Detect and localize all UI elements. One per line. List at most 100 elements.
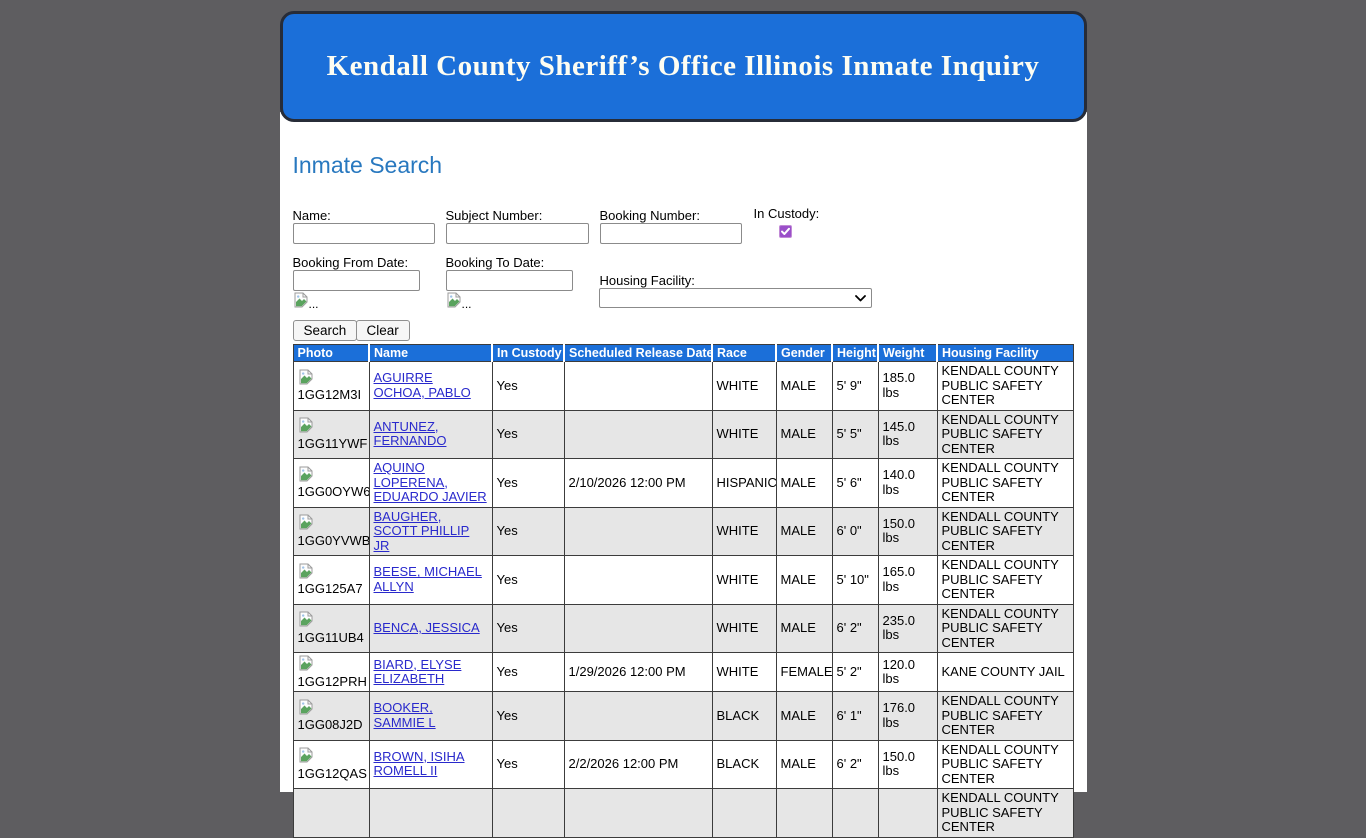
race-cell: BLACK <box>711 739 777 789</box>
race-cell: WHITE <box>711 409 777 459</box>
page-container: Kendall County Sheriff’s Office Illinois… <box>279 0 1087 838</box>
gender-cell: MALE <box>775 506 833 556</box>
table-row: 1GG12M3I AGUIRRE OCHOA, PABLO Yes WHITE … <box>292 361 1074 411</box>
table-row: 1GG12QAS BROWN, ISIHA ROMELL II Yes 2/2/… <box>292 739 1074 789</box>
gender-cell: MALE <box>775 555 833 605</box>
clear-button[interactable]: Clear <box>355 320 410 341</box>
site-banner: Kendall County Sheriff’s Office Illinois… <box>279 11 1087 122</box>
photo-cell <box>292 788 370 838</box>
photo-alt-text: 1GG125A7 <box>297 581 363 597</box>
booking-to-date-label: Booking To Date: <box>445 255 545 270</box>
photo-cell: 1GG08J2D <box>292 691 370 741</box>
weight-cell <box>877 788 938 838</box>
in-custody-checkbox[interactable] <box>778 225 792 238</box>
inmate-name-link[interactable]: BROWN, ISIHA ROMELL II <box>373 748 465 779</box>
inmate-table-body: 1GG12M3I AGUIRRE OCHOA, PABLO Yes WHITE … <box>292 361 1074 838</box>
booking-from-date-picker[interactable]: ... <box>293 292 319 311</box>
housing-facility-select[interactable] <box>598 288 872 308</box>
in-custody-cell <box>491 788 565 838</box>
in-custody-cell: Yes <box>491 361 565 411</box>
col-in-custody: In Custody <box>491 344 565 362</box>
inmate-name-link[interactable]: BIARD, ELYSE ELIZABETH <box>373 656 462 686</box>
release-date-cell <box>563 361 713 411</box>
broken-photo-icon <box>298 369 314 385</box>
housing-facility-label: Housing Facility: <box>599 273 695 288</box>
gender-cell: MALE <box>775 603 833 653</box>
col-weight: Weight <box>877 344 938 362</box>
weight-cell: 120.0 lbs <box>877 652 938 692</box>
photo-cell: 1GG11YWF <box>292 409 370 459</box>
housing-facility-cell: KENDALL COUNTY PUBLIC SAFETY CENTER <box>936 409 1074 459</box>
release-date-cell: 2/10/2026 12:00 PM <box>563 458 713 508</box>
photo-cell: 1GG0OYW6 <box>292 458 370 508</box>
booking-to-date-input[interactable] <box>445 270 573 291</box>
col-scheduled-release-date: Scheduled Release Date <box>563 344 713 362</box>
in-custody-cell: Yes <box>491 555 565 605</box>
height-cell: 5' 10" <box>831 555 879 605</box>
chevron-down-icon <box>854 294 866 301</box>
photo-cell: 1GG12M3I <box>292 361 370 411</box>
date-icon-alt-text: ... <box>461 297 472 311</box>
broken-calendar-icon <box>446 292 462 308</box>
page-title: Kendall County Sheriff’s Office Illinois… <box>326 50 1040 82</box>
broken-photo-icon <box>298 655 314 671</box>
table-row: 1GG11UB4 BENCA, JESSICA Yes WHITE MALE 6… <box>292 603 1074 653</box>
weight-cell: 185.0 lbs <box>877 361 938 411</box>
race-cell: WHITE <box>711 506 777 556</box>
release-date-cell <box>563 409 713 459</box>
gender-cell: MALE <box>775 409 833 459</box>
name-cell: BOOKER, SAMMIE L <box>368 691 493 741</box>
inmate-name-link[interactable]: ANTUNEZ, FERNANDO <box>373 418 447 449</box>
table-row: 1GG08J2D BOOKER, SAMMIE L Yes BLACK MALE… <box>292 691 1074 741</box>
table-header-row: Photo Name In Custody Scheduled Release … <box>292 344 1074 362</box>
search-button[interactable]: Search <box>292 320 358 341</box>
booking-from-date-input[interactable] <box>292 270 420 291</box>
race-cell: WHITE <box>711 603 777 653</box>
photo-cell: 1GG12QAS <box>292 739 370 789</box>
table-row: KENDALL COUNTY PUBLIC SAFETY CENTER <box>292 788 1074 838</box>
race-cell: HISPANIC <box>711 458 777 508</box>
col-photo: Photo <box>292 344 370 362</box>
height-cell: 6' 0" <box>831 506 879 556</box>
weight-cell: 165.0 lbs <box>877 555 938 605</box>
photo-alt-text: 1GG11UB4 <box>297 629 364 645</box>
inmate-name-link[interactable]: AGUIRRE OCHOA, PABLO <box>373 370 471 400</box>
inmate-name-link[interactable]: BAUGHER, SCOTT PHILLIP JR <box>373 508 470 553</box>
photo-cell: 1GG11UB4 <box>292 603 370 653</box>
release-date-cell: 1/29/2026 12:00 PM <box>563 652 713 692</box>
table-row: 1GG125A7 BEESE, MICHAEL ALLYN Yes WHITE … <box>292 555 1074 605</box>
inmate-name-link[interactable]: BEESE, MICHAEL ALLYN <box>373 564 482 594</box>
name-cell: BROWN, ISIHA ROMELL II <box>368 739 493 789</box>
inmate-name-link[interactable]: BENCA, JESSICA <box>373 620 480 635</box>
in-custody-cell: Yes <box>491 458 565 508</box>
broken-photo-icon <box>298 417 314 433</box>
photo-alt-text: 1GG12M3I <box>297 387 362 403</box>
photo-alt-text: 1GG0YVWB <box>297 532 369 548</box>
name-cell: BAUGHER, SCOTT PHILLIP JR <box>368 506 493 556</box>
name-input[interactable] <box>292 223 435 244</box>
race-cell: WHITE <box>711 652 777 692</box>
race-cell: BLACK <box>711 691 777 741</box>
subject-number-input[interactable] <box>445 223 589 244</box>
inmate-name-link[interactable]: BOOKER, SAMMIE L <box>373 700 436 730</box>
release-date-cell: 2/2/2026 12:00 PM <box>563 739 713 789</box>
inmate-name-link[interactable]: AQUINO LOPERENA, EDUARDO JAVIER <box>373 460 487 504</box>
height-cell: 6' 2" <box>831 739 879 789</box>
height-cell: 5' 6" <box>831 458 879 508</box>
height-cell <box>831 788 879 838</box>
race-cell <box>711 788 777 838</box>
gender-cell: MALE <box>775 739 833 789</box>
col-housing-facility: Housing Facility <box>936 344 1074 362</box>
booking-number-input[interactable] <box>599 223 742 244</box>
table-row: 1GG0OYW6 AQUINO LOPERENA, EDUARDO JAVIER… <box>292 458 1074 508</box>
booking-number-label: Booking Number: <box>599 208 700 223</box>
in-custody-cell: Yes <box>491 506 565 556</box>
table-row: 1GG0YVWB BAUGHER, SCOTT PHILLIP JR Yes W… <box>292 506 1074 556</box>
booking-to-date-picker[interactable]: ... <box>446 292 472 311</box>
weight-cell: 150.0 lbs <box>877 506 938 556</box>
col-name: Name <box>368 344 493 362</box>
name-cell: AGUIRRE OCHOA, PABLO <box>368 361 493 411</box>
broken-photo-icon <box>298 514 314 530</box>
photo-cell: 1GG0YVWB <box>292 506 370 556</box>
photo-alt-text: 1GG12PRH <box>297 673 367 689</box>
